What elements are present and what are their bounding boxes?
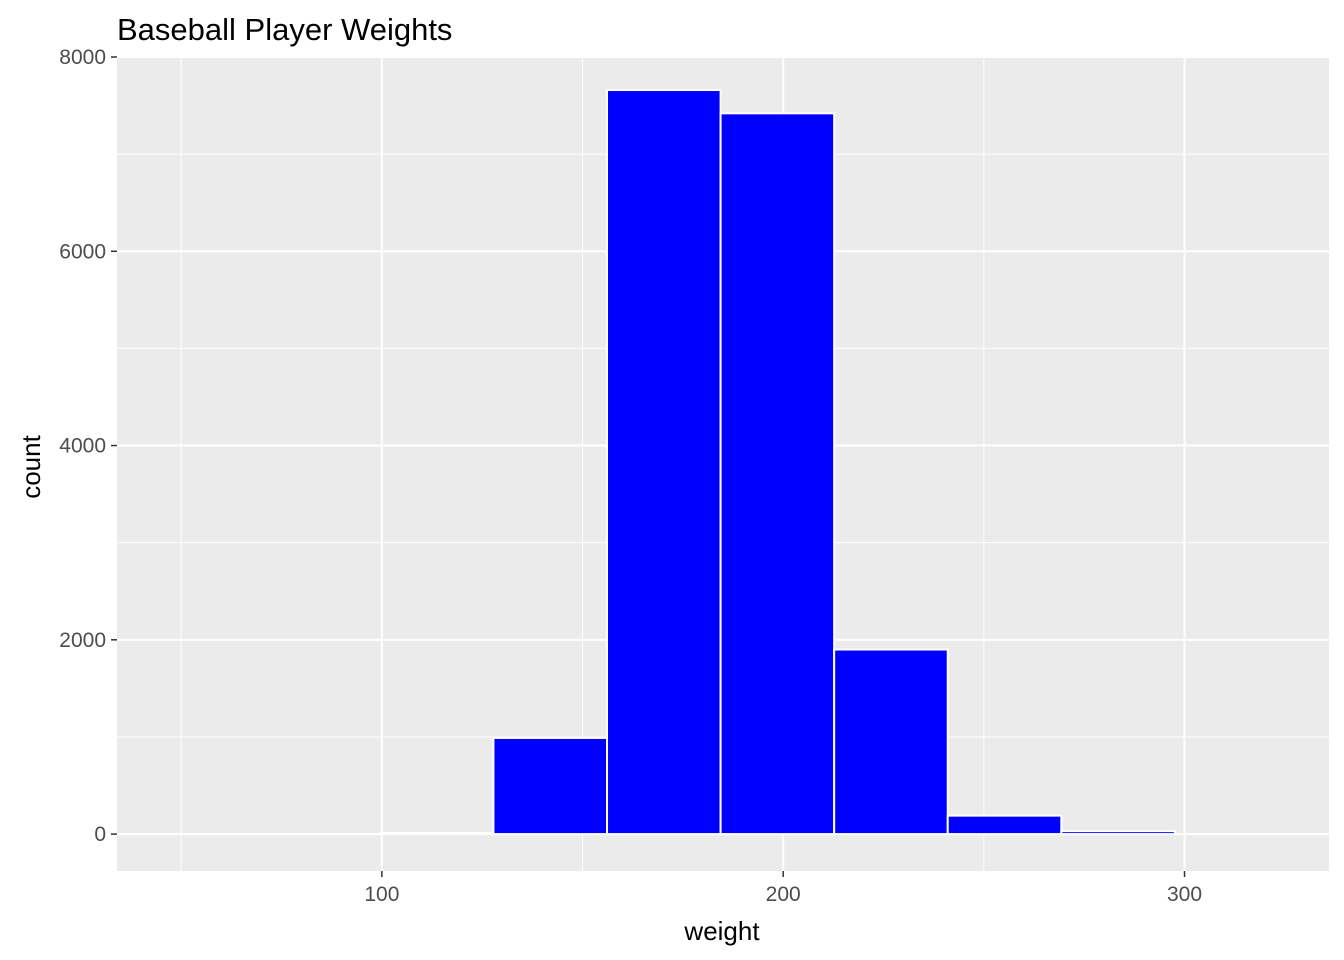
x-axis: 100 200 300 (364, 871, 1202, 906)
histogram-bars (378, 89, 1176, 836)
y-tick-label: 0 (94, 823, 106, 846)
y-axis: 0 2000 4000 6000 8000 (59, 46, 117, 846)
y-axis-title: count (16, 434, 46, 498)
x-tick-label: 100 (364, 883, 399, 906)
x-tick-label: 200 (766, 883, 801, 906)
y-tick-label: 2000 (59, 629, 106, 652)
y-tick-label: 8000 (59, 46, 106, 69)
histogram-bar (378, 832, 495, 836)
histogram-bar (606, 89, 722, 836)
histogram-bar (946, 814, 1063, 836)
histogram-bar (719, 112, 836, 836)
x-axis-title: weight (683, 916, 760, 946)
chart-title: Baseball Player Weights (117, 12, 452, 47)
histogram-bar (492, 736, 609, 836)
y-tick-label: 4000 (59, 435, 106, 458)
histogram-bar (1060, 830, 1176, 836)
histogram-bar (833, 648, 949, 836)
y-tick-label: 6000 (59, 240, 106, 263)
x-tick-label: 300 (1167, 883, 1202, 906)
